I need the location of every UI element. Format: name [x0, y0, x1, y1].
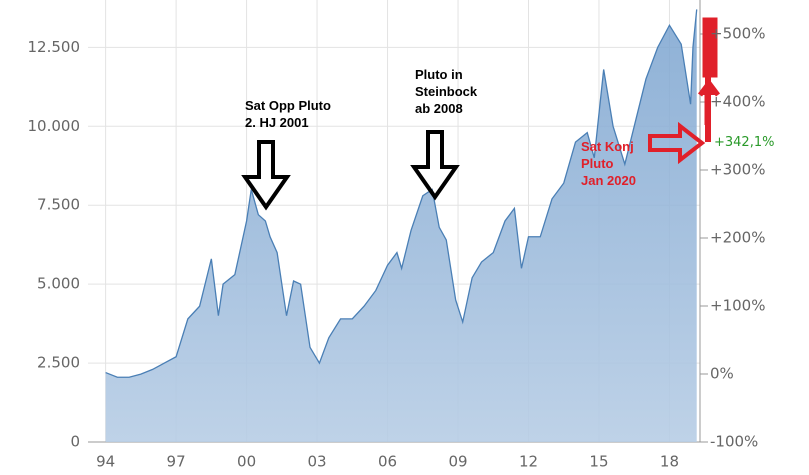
annotation-line: 2. HJ 2001: [245, 115, 309, 130]
annotation-line: Pluto: [581, 156, 614, 171]
y-tick-label: 7.500: [37, 196, 80, 214]
down-arrow: [410, 130, 460, 201]
annotation-line: Sat Konj: [581, 139, 634, 154]
y2-tick-label: +500%: [710, 25, 765, 43]
area-fill: [105, 9, 697, 442]
annotation-line: Sat Opp Pluto: [245, 98, 331, 113]
y-tick-label: 5.000: [37, 275, 80, 293]
y-tick-label: 10.000: [28, 117, 81, 135]
series-line: [105, 9, 698, 378]
y-tick-label: 0: [70, 433, 80, 451]
down-arrow: [241, 140, 291, 211]
annotation-line: Pluto in: [415, 67, 463, 82]
x-tick-label: 03: [308, 453, 327, 471]
x-tick-label: 94: [96, 453, 115, 471]
annotation: Pluto in Steinbock ab 2008: [415, 67, 478, 116]
y2-tick-label: +100%: [710, 297, 765, 315]
annotation: Sat Opp Pluto 2. HJ 2001: [245, 98, 331, 130]
x-tick-label: 18: [660, 453, 679, 471]
x-tick-label: 06: [378, 453, 397, 471]
x-tick-label: 00: [237, 453, 256, 471]
red-right-arrow: [648, 121, 706, 165]
y2-tick-label: -100%: [710, 433, 758, 451]
x-tick-label: 12: [519, 453, 538, 471]
annotation-line: +342,1%: [714, 135, 774, 150]
annotation-line: Jan 2020: [581, 173, 636, 188]
x-tick-label: 15: [589, 453, 608, 471]
annotation: +342,1%: [714, 135, 774, 150]
x-tick-label: 09: [448, 453, 467, 471]
y2-tick-label: +300%: [710, 161, 765, 179]
annotation-line: Steinbock: [415, 84, 478, 99]
annotation-line: ab 2008: [415, 101, 463, 116]
y2-tick-label: 0%: [710, 365, 734, 383]
x-tick-label: 97: [167, 453, 186, 471]
y2-tick-label: +200%: [710, 229, 765, 247]
y-tick-label: 12.500: [28, 38, 81, 56]
y2-tick-label: +400%: [710, 93, 765, 111]
y-tick-label: 2.500: [37, 354, 80, 372]
annotation: Sat Konj Pluto Jan 2020: [581, 139, 636, 188]
